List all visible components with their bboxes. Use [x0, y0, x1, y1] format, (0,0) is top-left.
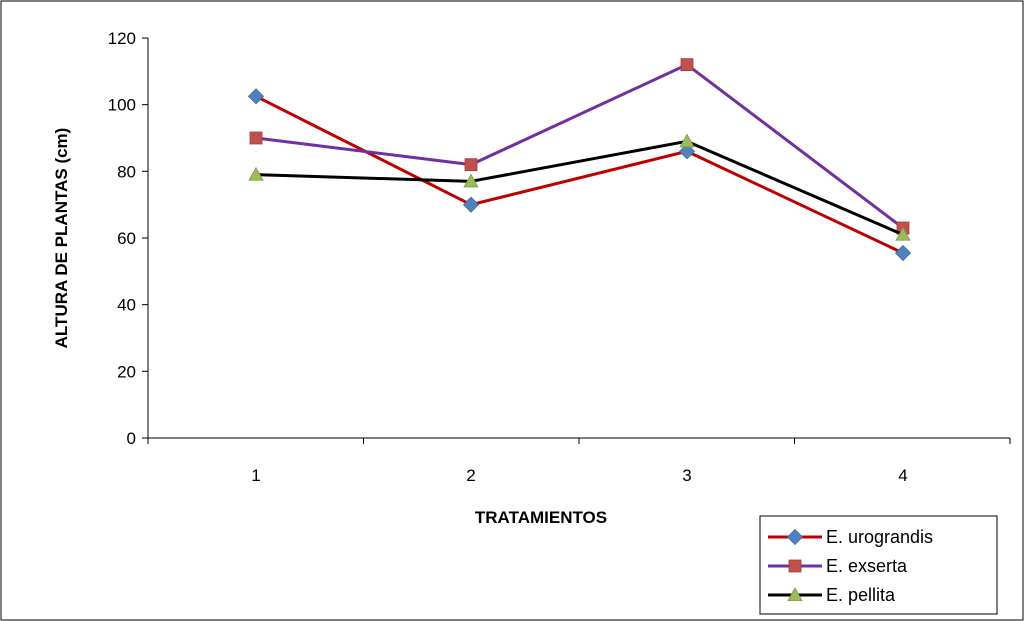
- data-point: [894, 244, 912, 262]
- y-tick-label: 0: [127, 429, 136, 448]
- series-3: [248, 133, 911, 241]
- data-point: [248, 166, 264, 181]
- legend-item: E. pellita: [768, 585, 896, 605]
- legend-marker: [787, 587, 803, 601]
- y-tick-label: 80: [117, 162, 136, 181]
- x-tick-label: 4: [898, 466, 907, 485]
- data-point: [678, 143, 696, 160]
- x-tick-label: 1: [251, 466, 260, 485]
- data-point: [679, 133, 695, 148]
- legend-label: E. exserta: [826, 556, 908, 576]
- data-point: [249, 131, 263, 145]
- x-tick-label: 3: [682, 466, 691, 485]
- y-axis: 0 20 40 60 80 100 120: [108, 29, 149, 448]
- data-point: [462, 196, 480, 213]
- y-tick-label: 40: [117, 296, 136, 315]
- y-tick-label: 100: [108, 96, 136, 115]
- data-point: [895, 226, 911, 241]
- x-axis: 1 2 3 4: [147, 437, 1011, 485]
- x-tick-label: 2: [466, 466, 475, 485]
- legend-marker: [788, 559, 802, 573]
- data-point: [464, 158, 478, 172]
- data-point: [247, 88, 265, 105]
- y-axis-title: ALTURA DE PLANTAS (cm): [52, 128, 71, 349]
- legend-item: E. urograndis: [768, 527, 933, 547]
- data-point: [680, 58, 694, 72]
- y-tick-label: 60: [117, 229, 136, 248]
- legend-label: E. pellita: [826, 585, 896, 605]
- series-line: [255, 139, 904, 237]
- series-layer: [247, 58, 912, 262]
- x-axis-title: TRATAMIENTOS: [475, 508, 607, 527]
- legend-marker: [786, 528, 804, 546]
- series-2: [249, 58, 910, 235]
- y-tick-label: 20: [117, 362, 136, 381]
- series-line: [255, 63, 904, 230]
- data-point: [463, 173, 479, 188]
- legend-label: E. urograndis: [826, 527, 933, 547]
- legend-item: E. exserta: [768, 556, 908, 576]
- y-tick-label: 120: [108, 29, 136, 48]
- legend: E. urograndis E. exserta E. pellita: [759, 515, 998, 615]
